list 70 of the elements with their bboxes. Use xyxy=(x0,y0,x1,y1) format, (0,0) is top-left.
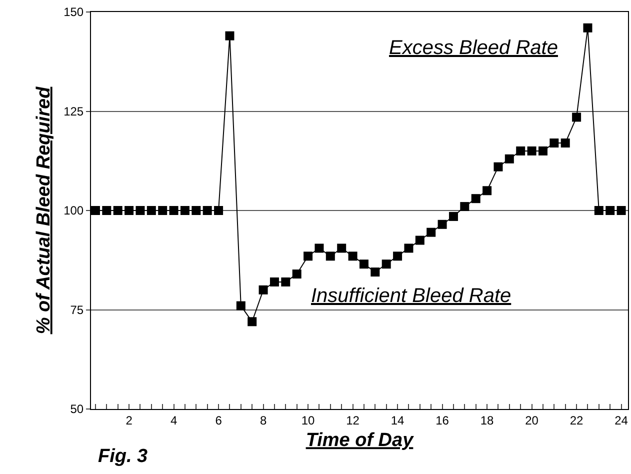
y-tick-label: 125 xyxy=(64,104,84,118)
point xyxy=(270,277,279,286)
annotation: Insufficient Bleed Rate xyxy=(311,285,512,307)
point xyxy=(572,112,582,122)
point xyxy=(348,252,358,261)
point xyxy=(482,186,492,196)
point xyxy=(616,206,626,215)
point xyxy=(583,23,592,32)
point xyxy=(236,301,246,310)
x-tick-label: 12 xyxy=(346,413,360,428)
point xyxy=(527,146,536,156)
y-axis-title: % of Actual Bleed Required xyxy=(33,86,54,334)
x-tick-label: 4 xyxy=(170,413,178,428)
point xyxy=(225,31,234,40)
point xyxy=(124,206,134,215)
x-tick-label: 20 xyxy=(525,413,539,428)
point xyxy=(337,244,346,253)
point xyxy=(192,206,201,215)
point xyxy=(393,252,402,261)
point xyxy=(606,206,615,215)
x-axis-title: Time of Day xyxy=(306,430,415,452)
point xyxy=(326,252,335,261)
point xyxy=(281,277,290,286)
point xyxy=(113,206,122,215)
point xyxy=(448,212,458,221)
point xyxy=(404,244,414,253)
point xyxy=(91,206,100,215)
point xyxy=(560,138,570,148)
x-tick-label: 10 xyxy=(301,413,316,428)
point xyxy=(438,220,447,229)
x-tick-label: 14 xyxy=(390,413,405,428)
point xyxy=(460,202,470,212)
point xyxy=(382,260,391,269)
point xyxy=(415,236,424,245)
point xyxy=(314,244,324,253)
x-tick-label: 2 xyxy=(126,413,133,428)
y-tick-label: 50 xyxy=(70,402,84,416)
point xyxy=(202,206,212,215)
point xyxy=(258,285,268,294)
point xyxy=(550,138,559,148)
annotation: Excess Bleed Rate xyxy=(389,37,558,59)
x-tick-label: 22 xyxy=(570,413,584,428)
point xyxy=(169,206,178,215)
point xyxy=(426,228,436,237)
x-tick-label: 18 xyxy=(480,413,494,428)
x-tick-label: 8 xyxy=(260,413,267,428)
point xyxy=(370,268,380,277)
point xyxy=(180,206,190,215)
point xyxy=(158,206,168,215)
point xyxy=(214,206,224,215)
point xyxy=(359,260,368,269)
caption: Fig. 3 xyxy=(98,446,148,467)
x-tick-label: 16 xyxy=(436,413,450,428)
x-tick-label: 6 xyxy=(215,413,222,428)
point xyxy=(136,206,145,215)
point xyxy=(494,162,503,172)
point xyxy=(102,206,112,215)
point xyxy=(304,252,313,261)
point xyxy=(248,317,257,326)
y-tick-label: 75 xyxy=(70,302,84,317)
point xyxy=(594,206,604,215)
y-tick-label: 100 xyxy=(64,204,84,218)
point xyxy=(516,146,526,156)
point xyxy=(146,206,156,215)
point xyxy=(471,194,480,204)
point xyxy=(538,146,548,156)
point xyxy=(292,270,302,279)
point xyxy=(504,154,514,164)
y-tick-label: 150 xyxy=(64,5,84,20)
x-tick-label: 24 xyxy=(614,413,628,428)
